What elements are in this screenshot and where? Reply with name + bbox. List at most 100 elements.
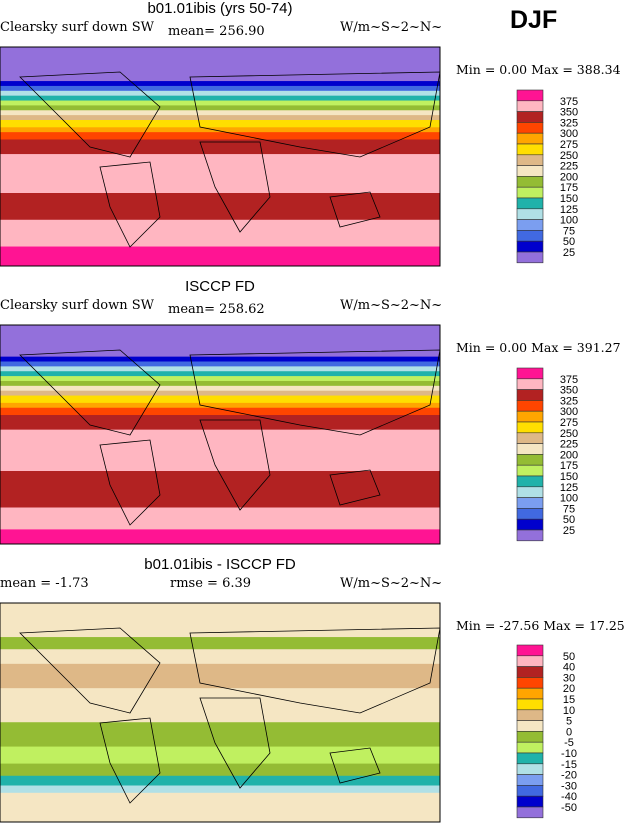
contour-band [0, 85, 440, 92]
stat-label: mean= 258.62 [168, 302, 265, 317]
map-plot [0, 46, 441, 267]
coastline [199, 141, 271, 233]
coastline [199, 697, 271, 789]
contour-band [0, 376, 440, 382]
colorbar-label: 175 [560, 182, 578, 194]
colorbar-swatch [516, 89, 544, 102]
colorbar-swatch [516, 100, 544, 112]
colorbar-swatch [516, 720, 544, 732]
colorbar-swatch [516, 208, 544, 220]
min-max-label: Min = 0.00 Max = 391.27 [456, 340, 621, 355]
season-label: DJF [510, 6, 558, 34]
coastline [99, 439, 161, 526]
colorbar-swatch [516, 741, 544, 754]
colorbar-swatch [516, 486, 544, 498]
contour-band [0, 366, 440, 372]
contour-band [0, 429, 440, 472]
colorbar-label: 325 [560, 395, 578, 407]
colorbar-swatch [516, 400, 544, 412]
colorbar-swatch [516, 709, 544, 721]
panel-title: ISCCP FD [185, 278, 255, 295]
colorbar-label: 30 [563, 672, 575, 684]
colorbar-label: 5 [566, 716, 572, 728]
colorbar-label: -50 [561, 802, 577, 814]
colorbar-swatch [516, 698, 544, 711]
colorbar-label: 275 [560, 417, 578, 429]
map-plot [0, 602, 441, 823]
colorbar-swatch [516, 432, 544, 444]
colorbar-label: 100 [560, 493, 578, 505]
colorbar-label: -5 [564, 737, 574, 749]
contour-band [0, 110, 440, 116]
colorbar-swatch [516, 687, 544, 700]
coastline [189, 349, 441, 436]
colorbar-swatch [516, 774, 544, 786]
contour-band [0, 390, 440, 397]
colorbar-label: 150 [560, 193, 578, 205]
colorbar-swatch [516, 475, 544, 488]
colorbar-swatch [516, 251, 544, 264]
colorbar-label: 250 [560, 428, 578, 440]
min-max-label: Min = 0.00 Max = 388.34 [456, 62, 621, 77]
colorbar-swatch [516, 176, 544, 188]
coastline [329, 469, 381, 506]
colorbar-swatch [516, 443, 544, 455]
contour-band [0, 193, 440, 221]
colorbar-label: 20 [563, 683, 575, 695]
colorbar-swatch [516, 122, 544, 134]
colorbar-label: 15 [563, 694, 575, 706]
units-label: W/m~S~2~N~ [340, 576, 443, 591]
colorbar-label: 50 [563, 651, 575, 663]
left-label: Clearsky surf down SW [0, 20, 155, 35]
colorbar-swatch [516, 132, 544, 145]
contour-band [0, 471, 440, 508]
contour-band [0, 81, 440, 87]
colorbar-swatch [516, 230, 544, 242]
contour-band [0, 47, 440, 82]
colorbar-label: 125 [560, 204, 578, 216]
colorbar-label: 300 [560, 406, 578, 418]
colorbar-swatch [516, 154, 544, 166]
contour-band [0, 402, 440, 409]
coastline [199, 419, 271, 511]
panel-title: b01.01ibis (yrs 50-74) [147, 0, 293, 17]
colorbar-label: 40 [563, 662, 575, 674]
contour-band [0, 246, 440, 267]
stat-label: mean= 256.90 [168, 24, 265, 39]
colorbar-swatch [516, 508, 544, 520]
contour-band [0, 139, 440, 155]
colorbar-label: -40 [561, 791, 577, 803]
colorbar-label: 175 [560, 460, 578, 472]
colorbar-swatch [516, 752, 544, 765]
map-frame [0, 602, 441, 823]
contour-band [0, 371, 440, 377]
colorbar-swatch [516, 240, 544, 253]
colorbar-swatch [516, 186, 544, 199]
contour-band [0, 663, 440, 689]
contour-band [0, 649, 440, 665]
colorbar-label: 50 [563, 514, 575, 526]
contour-band [0, 722, 440, 748]
colorbar-label: -30 [561, 780, 577, 792]
colorbar-label: 275 [560, 139, 578, 151]
colorbar-swatch [516, 655, 544, 667]
colorbar-label: 250 [560, 150, 578, 162]
contour-band [0, 746, 440, 765]
contour-band [0, 385, 440, 392]
contour-band [0, 603, 440, 638]
contour-band [0, 763, 440, 777]
colorbar-swatch [516, 165, 544, 177]
contour-band [0, 361, 440, 367]
contour-band [0, 395, 440, 404]
contour-band [0, 100, 440, 106]
contour-band [0, 154, 440, 194]
contour-band [0, 407, 440, 416]
units-label: W/m~S~2~N~ [340, 298, 443, 313]
colorbar-swatch [516, 410, 544, 423]
colorbar-swatch [516, 497, 544, 509]
colorbar-label: 150 [560, 471, 578, 483]
colorbar-swatch [516, 731, 544, 743]
colorbar-swatch [516, 529, 544, 542]
contour-band [0, 775, 440, 786]
